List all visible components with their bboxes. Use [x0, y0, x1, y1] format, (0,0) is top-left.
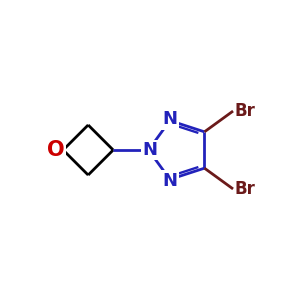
Text: N: N — [162, 110, 177, 128]
Text: Br: Br — [235, 180, 256, 198]
Text: N: N — [142, 141, 158, 159]
Text: N: N — [162, 172, 177, 190]
Text: O: O — [47, 140, 64, 160]
Text: Br: Br — [235, 102, 256, 120]
